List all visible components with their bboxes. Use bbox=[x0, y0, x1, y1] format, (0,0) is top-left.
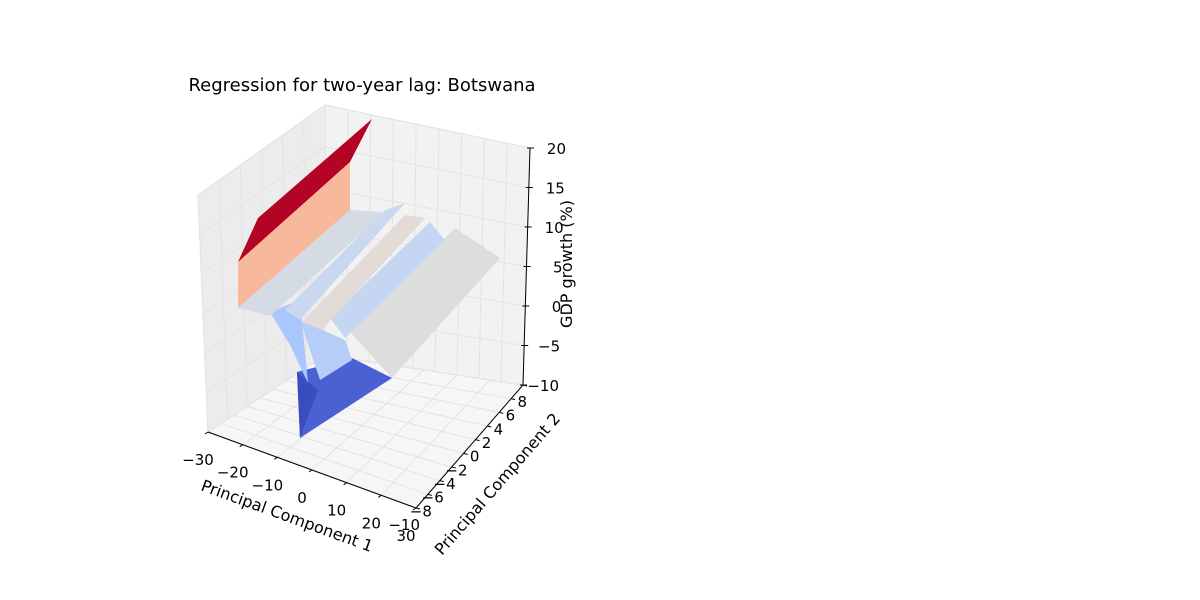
y-tick-mark bbox=[451, 466, 456, 469]
z-tick-label: 5 bbox=[553, 259, 563, 277]
x-tick-mark bbox=[239, 444, 243, 448]
x-tick-mark bbox=[412, 507, 417, 511]
x-tick-label: −20 bbox=[217, 464, 249, 482]
x-tick-mark bbox=[343, 482, 347, 486]
z-axis-label: GDP growth (%) bbox=[557, 200, 576, 328]
x-gridline bbox=[380, 379, 491, 496]
x-tick-label: 20 bbox=[362, 514, 381, 532]
y-tick-label: −6 bbox=[422, 489, 444, 507]
z-tick-label: 15 bbox=[546, 180, 565, 198]
y-tick-label: −10 bbox=[388, 516, 420, 534]
y-axis-line bbox=[415, 384, 524, 509]
surface-light-strip-a bbox=[330, 222, 445, 338]
z-tick-label: −10 bbox=[527, 377, 559, 395]
x-tick-label: −10 bbox=[252, 476, 284, 494]
surface-neutral-right-strip bbox=[350, 228, 500, 378]
x-gridline bbox=[346, 374, 458, 484]
y-tick-label: −2 bbox=[445, 461, 467, 479]
y-tick-label: 0 bbox=[470, 448, 480, 466]
z-gridline bbox=[197, 104, 531, 196]
y-tick-mark bbox=[415, 507, 421, 510]
y-tick-mark bbox=[463, 452, 468, 455]
y-tick-mark bbox=[499, 411, 504, 414]
x-tick-label: 30 bbox=[396, 527, 415, 545]
y-gridline bbox=[246, 405, 452, 468]
x-tick-mark bbox=[308, 469, 313, 473]
y-tick-mark bbox=[487, 425, 492, 428]
y-tick-mark bbox=[475, 439, 480, 442]
x-gridline bbox=[311, 369, 425, 471]
regression-surface bbox=[238, 119, 500, 438]
surface-light-blue-fold bbox=[270, 300, 308, 383]
surface-light-blue-fold-2 bbox=[300, 320, 352, 380]
y-tick-label: −8 bbox=[410, 502, 432, 520]
surface-pink-strip bbox=[302, 215, 425, 330]
y-gridline bbox=[259, 397, 464, 454]
z-ticks: −10 −5 0 5 10 15 20 bbox=[520, 140, 566, 395]
y-tick-mark bbox=[510, 398, 516, 401]
x-tick-mark bbox=[378, 494, 382, 498]
surface-light-strip-b bbox=[285, 203, 405, 320]
z-tick-label: 0 bbox=[552, 298, 562, 316]
y-tick-mark bbox=[439, 480, 444, 483]
y-tick-label: −4 bbox=[434, 475, 456, 493]
y-gridline bbox=[220, 422, 429, 495]
surface-upper-face bbox=[238, 162, 350, 308]
x-tick-label: 0 bbox=[297, 489, 307, 507]
surface-mid-plane bbox=[238, 210, 385, 316]
z-tick-label: 20 bbox=[547, 140, 566, 158]
chart-title: Regression for two-year lag: Botswana bbox=[188, 75, 535, 96]
y-tick-label: 8 bbox=[517, 393, 527, 411]
x-tick-label: 10 bbox=[327, 502, 346, 520]
z-tick-label: 10 bbox=[545, 219, 564, 237]
y-tick-label: 2 bbox=[482, 434, 492, 452]
x-tick-mark bbox=[274, 456, 278, 460]
y-tick-label: 4 bbox=[494, 420, 504, 438]
z-gridline bbox=[199, 146, 529, 235]
y-tick-label: 6 bbox=[506, 407, 516, 425]
surface-blue-spike-shade bbox=[297, 372, 318, 438]
surface-high-ridge bbox=[238, 119, 372, 262]
x-tick-mark bbox=[204, 431, 209, 435]
y-tick-mark bbox=[427, 493, 433, 496]
x-tick-label: −30 bbox=[182, 451, 214, 469]
y-gridline bbox=[233, 414, 440, 482]
z-tick-label: −5 bbox=[538, 338, 560, 356]
